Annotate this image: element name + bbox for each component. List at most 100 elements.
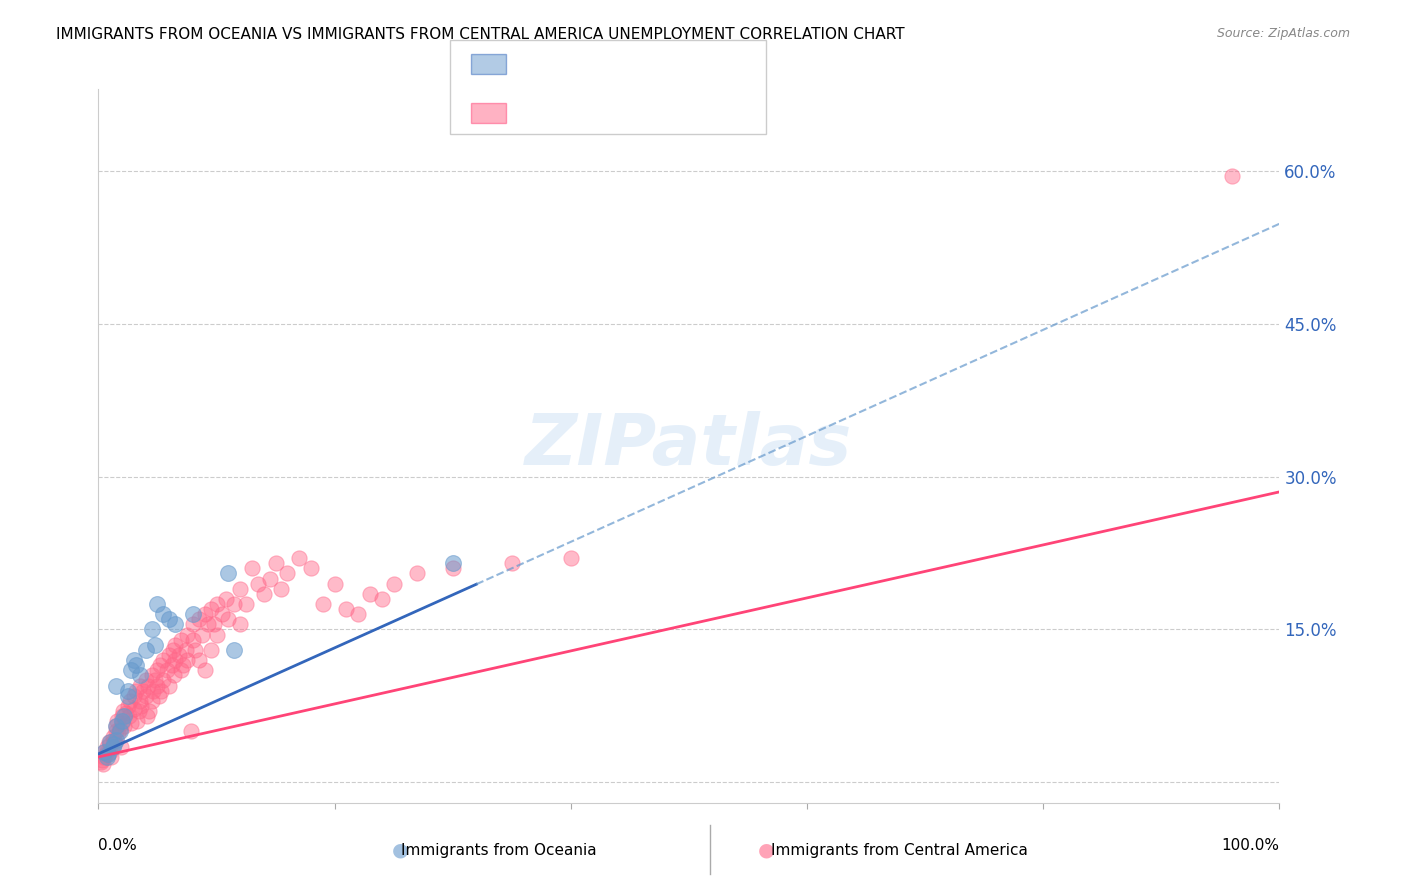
Immigrants from Central America bbox=[205, 627, 228, 641]
Immigrants from Central America bbox=[200, 602, 222, 616]
Text: R = 0.730   N = 29: R = 0.730 N = 29 bbox=[516, 55, 673, 73]
Immigrants from Oceania bbox=[128, 668, 150, 682]
Immigrants from Central America bbox=[174, 643, 197, 657]
Immigrants from Central America bbox=[93, 745, 115, 759]
Immigrants from Central America bbox=[176, 653, 198, 667]
Immigrants from Central America bbox=[146, 679, 169, 693]
Immigrants from Oceania bbox=[146, 597, 169, 611]
Immigrants from Central America bbox=[240, 561, 263, 575]
Immigrants from Central America bbox=[138, 704, 160, 718]
Immigrants from Central America bbox=[165, 638, 187, 652]
Immigrants from Central America bbox=[215, 591, 238, 606]
Immigrants from Central America bbox=[229, 582, 252, 596]
Immigrants from Central America bbox=[112, 704, 135, 718]
Immigrants from Oceania bbox=[165, 617, 187, 632]
Immigrants from Central America bbox=[110, 739, 132, 754]
Immigrants from Oceania bbox=[105, 679, 128, 693]
Immigrants from Central America bbox=[132, 683, 155, 698]
Immigrants from Central America bbox=[91, 757, 114, 772]
Immigrants from Central America bbox=[184, 643, 207, 657]
Immigrants from Central America bbox=[560, 551, 582, 566]
Immigrants from Central America bbox=[114, 706, 136, 720]
Immigrants from Central America bbox=[259, 572, 281, 586]
Immigrants from Central America bbox=[143, 673, 166, 688]
Text: ●: ● bbox=[392, 840, 409, 860]
Immigrants from Central America bbox=[181, 617, 204, 632]
Immigrants from Oceania bbox=[105, 719, 128, 733]
Immigrants from Central America bbox=[229, 617, 252, 632]
Immigrants from Oceania bbox=[98, 734, 121, 748]
Immigrants from Central America bbox=[105, 724, 128, 739]
Immigrants from Central America bbox=[90, 755, 112, 769]
Immigrants from Central America bbox=[359, 587, 381, 601]
Immigrants from Central America bbox=[288, 551, 311, 566]
Immigrants from Oceania bbox=[117, 689, 139, 703]
Immigrants from Central America bbox=[101, 730, 124, 744]
Immigrants from Central America bbox=[157, 679, 180, 693]
Immigrants from Central America bbox=[94, 747, 117, 761]
Immigrants from Central America bbox=[141, 694, 163, 708]
Immigrants from Central America bbox=[197, 617, 219, 632]
Immigrants from Oceania bbox=[217, 566, 239, 581]
Immigrants from Central America bbox=[98, 737, 121, 751]
Immigrants from Oceania bbox=[143, 638, 166, 652]
Immigrants from Central America bbox=[194, 663, 217, 677]
Immigrants from Central America bbox=[112, 719, 135, 733]
Immigrants from Central America bbox=[347, 607, 370, 622]
Immigrants from Central America bbox=[104, 734, 127, 748]
Immigrants from Central America bbox=[128, 679, 150, 693]
Immigrants from Central America bbox=[128, 694, 150, 708]
Immigrants from Central America bbox=[136, 679, 159, 693]
Immigrants from Central America bbox=[121, 716, 143, 731]
Immigrants from Central America bbox=[156, 663, 179, 677]
Immigrants from Oceania bbox=[441, 556, 464, 570]
Immigrants from Central America bbox=[135, 689, 157, 703]
Immigrants from Central America bbox=[157, 648, 180, 662]
Immigrants from Central America bbox=[128, 704, 150, 718]
Immigrants from Central America bbox=[107, 726, 129, 740]
Immigrants from Central America bbox=[253, 587, 276, 601]
Immigrants from Central America bbox=[111, 716, 134, 731]
Immigrants from Oceania bbox=[181, 607, 204, 622]
Immigrants from Oceania bbox=[101, 739, 124, 754]
Immigrants from Central America bbox=[91, 753, 114, 767]
Immigrants from Central America bbox=[276, 566, 298, 581]
Immigrants from Central America bbox=[97, 743, 120, 757]
Immigrants from Oceania bbox=[105, 732, 128, 747]
Immigrants from Central America bbox=[93, 750, 115, 764]
Text: 0.0%: 0.0% bbox=[98, 838, 138, 854]
Immigrants from Central America bbox=[235, 597, 257, 611]
Text: IMMIGRANTS FROM OCEANIA VS IMMIGRANTS FROM CENTRAL AMERICA UNEMPLOYMENT CORRELAT: IMMIGRANTS FROM OCEANIA VS IMMIGRANTS FR… bbox=[56, 27, 905, 42]
Immigrants from Central America bbox=[1220, 169, 1243, 183]
Immigrants from Central America bbox=[406, 566, 429, 581]
Immigrants from Central America bbox=[194, 607, 217, 622]
Immigrants from Central America bbox=[246, 576, 269, 591]
Immigrants from Central America bbox=[117, 698, 139, 713]
Text: Immigrants from Oceania: Immigrants from Oceania bbox=[401, 843, 598, 857]
Immigrants from Central America bbox=[172, 658, 194, 673]
Immigrants from Oceania bbox=[121, 663, 143, 677]
Immigrants from Oceania bbox=[157, 612, 180, 626]
Immigrants from Central America bbox=[127, 714, 149, 729]
Immigrants from Central America bbox=[501, 556, 523, 570]
Text: ZIPatlas: ZIPatlas bbox=[526, 411, 852, 481]
Text: R = 0.592   N = 113: R = 0.592 N = 113 bbox=[516, 104, 683, 122]
Immigrants from Central America bbox=[176, 627, 198, 641]
Immigrants from Central America bbox=[103, 732, 125, 747]
Immigrants from Central America bbox=[165, 653, 187, 667]
Immigrants from Central America bbox=[163, 668, 186, 682]
Text: Immigrants from Central America: Immigrants from Central America bbox=[772, 843, 1028, 857]
Immigrants from Central America bbox=[335, 602, 357, 616]
Immigrants from Central America bbox=[122, 689, 145, 703]
Text: Source: ZipAtlas.com: Source: ZipAtlas.com bbox=[1216, 27, 1350, 40]
Immigrants from Oceania bbox=[111, 714, 134, 729]
Immigrants from Oceania bbox=[117, 683, 139, 698]
Immigrants from Central America bbox=[100, 750, 122, 764]
Immigrants from Central America bbox=[111, 709, 134, 723]
Immigrants from Central America bbox=[141, 668, 163, 682]
Immigrants from Central America bbox=[299, 561, 322, 575]
Immigrants from Oceania bbox=[141, 623, 163, 637]
Immigrants from Central America bbox=[180, 724, 202, 739]
Immigrants from Oceania bbox=[108, 724, 131, 739]
Immigrants from Central America bbox=[135, 673, 157, 688]
